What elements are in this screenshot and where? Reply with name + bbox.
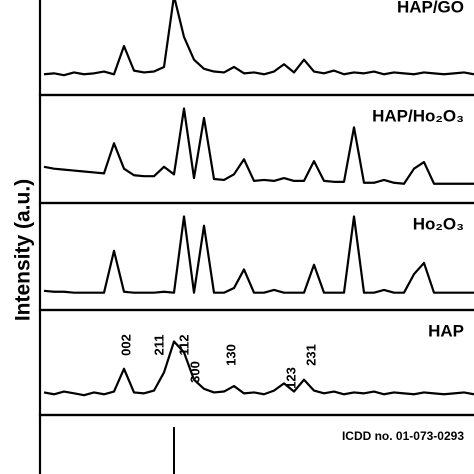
peak-annotation: 112 [176,335,191,356]
peak-annotation: 130 [223,344,238,366]
panel-label: ICDD no. 01-073-0293 [342,429,464,443]
panel-label: HAP/Ho₂O₃ [372,106,464,125]
panel-frame [38,413,474,474]
panel-label: HAP [428,321,464,340]
xrd-line [43,107,474,185]
peak-annotation: 231 [303,344,318,366]
peak-annotation: 002 [118,334,133,356]
panel-frame [38,308,474,417]
peak-annotation: 300 [187,361,202,383]
panel-frame [38,201,474,312]
peak-annotation: 123 [283,367,298,389]
xrd-line [43,340,474,397]
xrd-line [43,0,474,77]
y-axis-label: Intensity (a.u.) [12,179,35,321]
panel-label: Ho₂O₃ [413,214,464,233]
xrd-line [43,215,474,294]
peak-annotation: 211 [151,335,166,356]
panel-label: HAP/GO [397,0,464,16]
